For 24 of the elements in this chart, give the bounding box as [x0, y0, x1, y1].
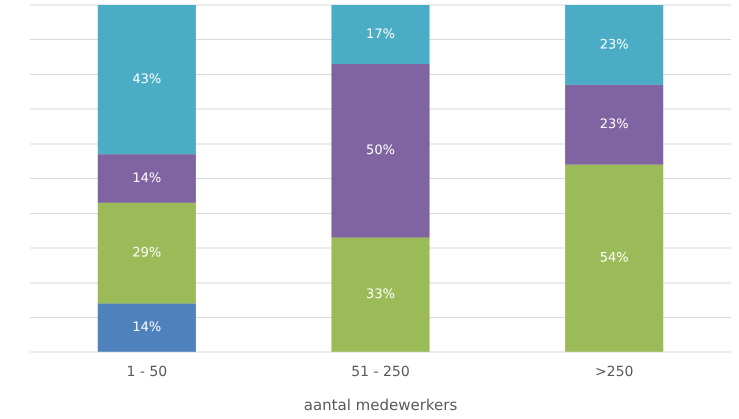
data-label: 14% — [132, 170, 162, 186]
x-tick-label: 51 - 250 — [351, 364, 410, 380]
x-tick-label: 1 - 50 — [126, 364, 168, 380]
data-label: 54% — [600, 250, 629, 266]
data-label: 23% — [600, 37, 629, 52]
data-label: 29% — [132, 246, 162, 261]
data-label: 50% — [366, 143, 395, 158]
bar — [331, 64, 430, 238]
data-label: 17% — [366, 26, 395, 42]
data-label: 14% — [132, 320, 162, 336]
bar — [565, 164, 664, 352]
bar — [98, 304, 196, 352]
bar — [565, 84, 664, 165]
data-label: 23% — [600, 117, 629, 132]
bar — [98, 154, 196, 203]
x-axis-title: aantal medewerkers — [304, 396, 458, 414]
data-label: 43% — [132, 72, 162, 88]
x-tick-label: >250 — [594, 364, 634, 380]
data-label: 33% — [366, 287, 395, 302]
bar — [331, 238, 430, 352]
bar — [565, 5, 664, 85]
bar — [98, 5, 196, 154]
bar — [331, 5, 430, 64]
bar — [98, 202, 196, 304]
